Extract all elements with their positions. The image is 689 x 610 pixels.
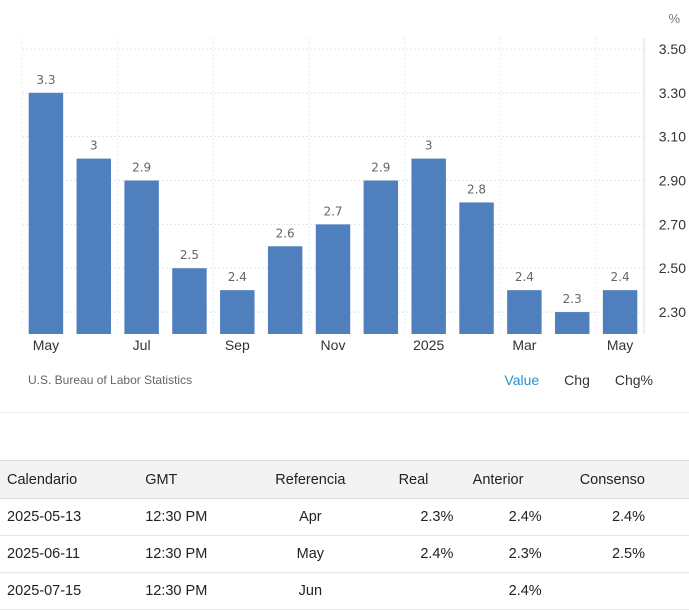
y-tick-label: 3.30 (659, 85, 686, 101)
header-real: Real (372, 460, 454, 499)
cell-date: 2025-06-11 (0, 535, 138, 573)
cell-actual: 2.3% (372, 498, 454, 536)
cell-date: 2025-07-15 (0, 572, 138, 610)
bar (315, 224, 351, 334)
y-tick-label: 3.50 (659, 41, 686, 57)
cell-date: 2025-05-13 (0, 498, 138, 536)
bar (76, 158, 111, 334)
cell-consensus (541, 572, 689, 610)
header-anterior: Anterior (453, 460, 542, 499)
tab-value[interactable]: Value (504, 372, 540, 388)
bar-chart: % 3.50 3.30 3.10 2.90 2.70 2.50 2.30 3.3 3 2.9 2.5 2… (21, 11, 686, 353)
table-row: 2025-07-15 12:30 PM Jun 2.4% (0, 572, 689, 610)
cell-consensus: 2.5% (541, 535, 689, 573)
chart-source: U.S. Bureau of Labor Statistics (28, 373, 193, 387)
header-gmt: GMT (137, 460, 249, 499)
bar (363, 180, 399, 334)
y-tick-label: 2.50 (659, 260, 686, 276)
x-tick-label: Jul (133, 337, 151, 353)
data-label: 3.3 (36, 73, 55, 87)
y-tick-label: 2.70 (659, 216, 686, 232)
chart-panel: % 3.50 3.30 3.10 2.90 2.70 2.50 2.30 3.3 3 2.9 2.5 2… (0, 11, 689, 413)
data-label: 2.9 (371, 161, 390, 175)
header-calendario: Calendario (0, 460, 138, 499)
tab-chg-percent[interactable]: Chg% (614, 372, 653, 388)
cell-actual: 2.4% (372, 535, 454, 573)
data-label: 2.4 (515, 270, 534, 284)
cell-previous: 2.4% (453, 498, 542, 536)
x-tick-label: May (607, 337, 633, 353)
cell-reference: Jun (248, 572, 373, 610)
table-row: 2025-05-13 12:30 PM Apr 2.3% 2.4% 2.4% (0, 498, 689, 536)
cell-consensus: 2.4% (541, 498, 689, 536)
bar (28, 92, 64, 334)
cell-previous: 2.4% (453, 572, 542, 610)
x-tick-label: Mar (512, 337, 536, 353)
table-header-row: Calendario GMT Referencia Real Anterior … (0, 460, 689, 499)
y-tick-label: 2.30 (659, 304, 686, 320)
chart-tabs: Value Chg Chg% (479, 372, 653, 388)
y-unit-label: % (668, 11, 680, 26)
bar (555, 312, 590, 334)
y-tick-label: 2.90 (659, 173, 686, 189)
cell-reference: May (248, 535, 373, 573)
data-label: 2.5 (180, 248, 199, 262)
bar (459, 202, 494, 334)
x-tick-label: May (33, 337, 59, 353)
data-label: 2.6 (276, 226, 295, 240)
cell-gmt: 12:30 PM (137, 498, 249, 536)
bar (602, 290, 638, 334)
bar (172, 268, 207, 334)
cell-reference: Apr (248, 498, 373, 536)
bar (507, 290, 542, 334)
cell-gmt: 12:30 PM (137, 572, 249, 610)
data-label: 2.4 (228, 270, 247, 284)
cell-gmt: 12:30 PM (137, 535, 249, 573)
data-label: 2.9 (132, 161, 151, 175)
data-label: 3 (90, 139, 98, 153)
data-label: 3 (425, 139, 433, 153)
header-consenso: Consenso (541, 460, 689, 499)
y-tick-label: 3.10 (659, 129, 686, 145)
data-label: 2.7 (323, 204, 342, 218)
bar (220, 290, 255, 334)
cell-actual (372, 572, 454, 610)
cell-previous: 2.3% (453, 535, 542, 573)
data-label: 2.8 (467, 182, 486, 196)
bar (411, 158, 446, 334)
data-label: 2.3 (563, 292, 582, 306)
header-referencia: Referencia (248, 460, 373, 499)
tab-chg[interactable]: Chg (564, 372, 590, 388)
x-tick-label: Nov (321, 337, 346, 353)
bar (267, 246, 303, 334)
data-label: 2.4 (611, 270, 630, 284)
x-tick-label: Sep (225, 337, 250, 353)
x-tick-label: 2025 (413, 337, 444, 353)
bar (124, 180, 159, 334)
calendar-table: Calendario GMT Referencia Real Anterior … (0, 460, 689, 610)
table-row: 2025-06-11 12:30 PM May 2.4% 2.3% 2.5% (0, 535, 689, 573)
